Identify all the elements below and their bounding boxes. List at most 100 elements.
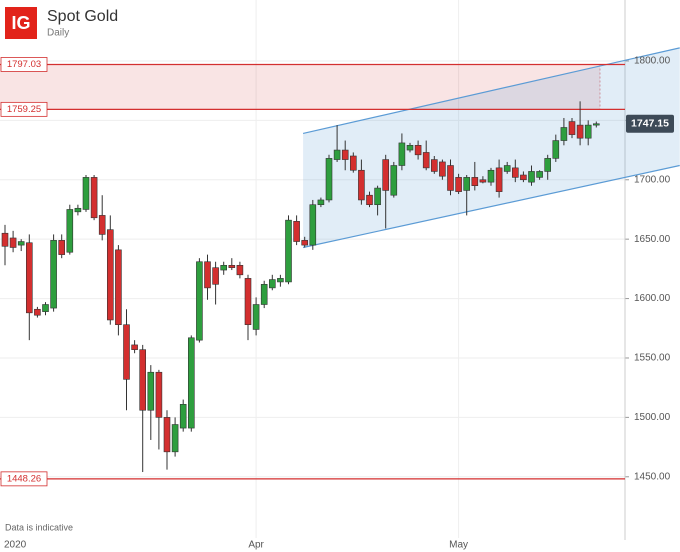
chart-subtitle: Daily — [47, 28, 69, 39]
y-tick-label: 1600.00 — [634, 293, 671, 304]
candle-body — [358, 169, 365, 201]
candle-body — [390, 165, 398, 196]
candle-body — [204, 261, 211, 289]
candle-body — [293, 221, 300, 242]
candle-body — [463, 177, 471, 191]
year-box — [1, 538, 37, 552]
candle-body — [471, 177, 479, 186]
candle-body — [196, 261, 203, 341]
candle-body — [9, 237, 17, 248]
candle-body — [139, 349, 146, 411]
price-tag-label: 1747.15 — [631, 118, 669, 130]
resistance-zone — [0, 64, 600, 110]
candle-body — [50, 240, 57, 309]
candle-body — [568, 121, 576, 135]
candle-body — [422, 152, 430, 169]
candle-body — [455, 177, 462, 192]
channel-fill — [303, 47, 680, 248]
candle-body — [90, 177, 98, 219]
candle-body — [42, 304, 49, 312]
x-tick-label: May — [449, 540, 468, 551]
candle-body — [317, 199, 325, 206]
level-label: 1759.25 — [7, 104, 41, 115]
candle-body — [155, 371, 163, 418]
candle-body — [576, 124, 584, 139]
candle-body — [17, 241, 25, 246]
logo-box — [5, 7, 37, 39]
candle-body — [1, 232, 9, 247]
candle-body — [252, 304, 260, 330]
channel-upper — [302, 47, 680, 135]
candle-body — [82, 177, 90, 210]
candle-body — [244, 278, 252, 326]
candle-body — [349, 155, 357, 171]
candle-body — [268, 279, 276, 289]
candle-body — [309, 204, 317, 246]
candle-body — [447, 165, 454, 191]
candle-body — [260, 284, 268, 305]
level-label-box — [0, 57, 48, 72]
y-tick-label: 1800.00 — [634, 56, 671, 67]
candle-body — [398, 142, 406, 166]
candle-body — [212, 267, 219, 285]
candle-body — [188, 337, 195, 429]
candle-body — [74, 207, 82, 213]
candle-body — [560, 127, 568, 141]
y-tick-label: 1500.00 — [634, 412, 671, 423]
candle-body — [131, 344, 138, 350]
candle-body — [228, 265, 236, 268]
candle-body — [147, 371, 155, 411]
footnote: Data is indicative — [5, 522, 73, 532]
candle-body — [66, 209, 74, 253]
candle-body — [341, 149, 349, 160]
level-label-box — [0, 471, 48, 487]
candle-body — [414, 145, 422, 156]
y-tick-label: 1550.00 — [634, 353, 671, 364]
level-label: 1448.26 — [7, 473, 41, 484]
candle-body — [34, 308, 41, 316]
x-tick-label: Apr — [248, 540, 264, 551]
plot-area — [0, 0, 680, 540]
candle-body — [528, 171, 535, 183]
candle-body — [98, 215, 106, 235]
candle-body — [25, 242, 33, 314]
candle-body — [366, 194, 373, 206]
candle-body — [495, 167, 503, 192]
y-tick-label: 1450.00 — [634, 471, 671, 482]
candle-body — [479, 179, 487, 183]
candle-body — [58, 240, 66, 255]
candle-body — [123, 324, 130, 380]
candle-body — [584, 124, 592, 139]
price-tag — [626, 114, 674, 133]
candle-body — [301, 240, 309, 246]
candle-body — [544, 158, 552, 172]
year-label: 2020 — [4, 540, 27, 551]
candle-body — [277, 278, 284, 283]
candle-body — [171, 424, 179, 453]
candle-body — [325, 158, 333, 201]
candle-body — [503, 165, 511, 172]
candle-body — [592, 123, 600, 126]
y-tick-label: 1700.00 — [634, 174, 671, 185]
candle-body — [236, 265, 244, 276]
candle-body — [520, 174, 527, 181]
candle-body — [107, 229, 114, 321]
candle-body — [285, 219, 292, 283]
candle-body — [374, 187, 381, 206]
candle-body — [382, 159, 390, 191]
candle-body — [536, 171, 543, 178]
candle-body — [511, 167, 519, 178]
level-label-box — [0, 101, 48, 117]
logo: IG — [11, 13, 30, 33]
candle-body — [115, 249, 122, 326]
candle-body — [333, 149, 341, 160]
candle-body — [179, 404, 187, 429]
level-label: 1797.03 — [7, 59, 41, 70]
channel-lower — [302, 164, 680, 249]
candle-body — [406, 145, 414, 151]
candle-body — [552, 140, 560, 159]
candle-body — [220, 265, 227, 271]
chart-title: Spot Gold — [47, 8, 118, 25]
y-tick-label: 1650.00 — [634, 234, 671, 245]
